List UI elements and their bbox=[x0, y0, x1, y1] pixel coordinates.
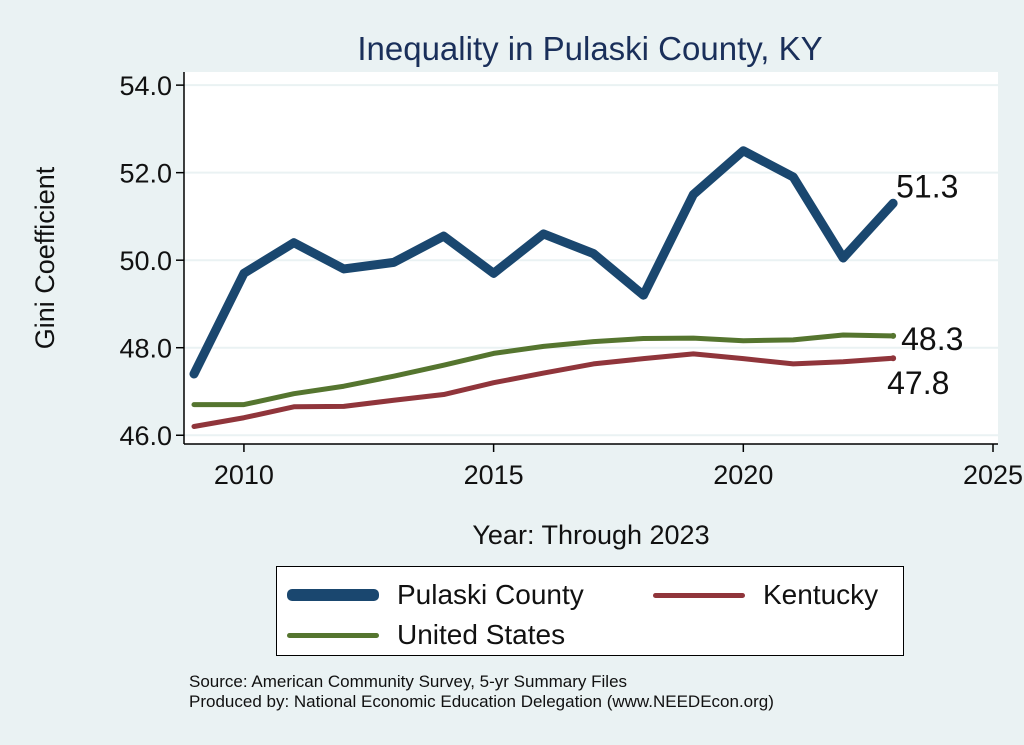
y-axis-label: Gini Coefficient bbox=[30, 166, 60, 349]
plot-area bbox=[184, 72, 998, 444]
legend-label-kentucky: Kentucky bbox=[763, 579, 879, 610]
end-label-kentucky: 47.8 bbox=[887, 365, 949, 401]
footer: Source: American Community Survey, 5-yr … bbox=[189, 672, 774, 712]
chart-title: Inequality in Pulaski County, KY bbox=[357, 30, 822, 67]
legend-label-pulaski: Pulaski County bbox=[397, 579, 584, 610]
y-tick-label: 48.0 bbox=[119, 334, 172, 364]
y-tick-label: 50.0 bbox=[119, 246, 172, 276]
legend-swatch-kentucky bbox=[653, 592, 745, 598]
legend-label-us: United States bbox=[397, 619, 566, 650]
x-axis-label: Year: Through 2023 bbox=[472, 520, 709, 550]
legend: Pulaski County Kentucky United States bbox=[276, 566, 904, 656]
legend-item-pulaski: Pulaski County bbox=[287, 579, 584, 611]
end-point-united-states bbox=[890, 332, 897, 339]
y-tick-label: 52.0 bbox=[119, 159, 172, 189]
producer-note: Produced by: National Economic Education… bbox=[189, 692, 774, 711]
end-point-pulaski-county bbox=[890, 200, 897, 207]
y-tick-label: 46.0 bbox=[119, 421, 172, 451]
series-line-pulaski-county bbox=[189, 146, 898, 379]
legend-swatch-pulaski bbox=[287, 589, 379, 601]
end-label-pulaski-county: 51.3 bbox=[896, 168, 958, 204]
source-note: Source: American Community Survey, 5-yr … bbox=[189, 672, 628, 691]
legend-item-us: United States bbox=[287, 619, 565, 651]
series-line-united-states bbox=[191, 332, 896, 408]
x-tick-label: 2015 bbox=[464, 460, 524, 490]
x-tick-label: 2020 bbox=[713, 460, 773, 490]
end-point-kentucky bbox=[890, 355, 897, 362]
y-tick-label: 54.0 bbox=[119, 71, 172, 101]
legend-swatch-us bbox=[287, 632, 379, 638]
end-label-united-states: 48.3 bbox=[901, 321, 963, 357]
x-tick-label: 2010 bbox=[214, 460, 274, 490]
chart: Inequality in Pulaski County, KY 46.0 48.… bbox=[30, 30, 1023, 550]
series-line-kentucky bbox=[191, 351, 896, 429]
legend-item-kentucky: Kentucky bbox=[653, 579, 878, 611]
x-tick-label: 2025 bbox=[963, 460, 1023, 490]
